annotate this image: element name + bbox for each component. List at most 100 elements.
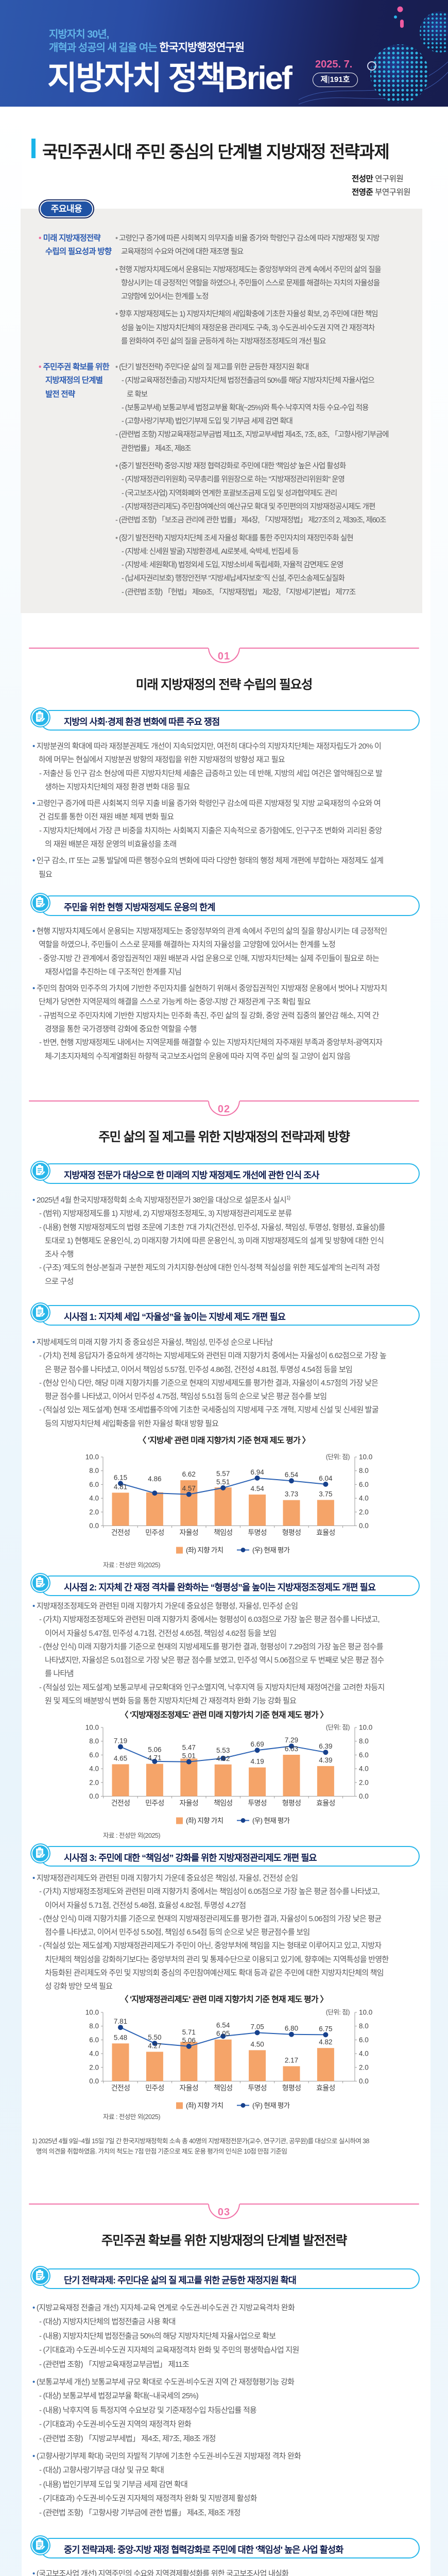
svg-text:4.0: 4.0: [89, 1495, 99, 1502]
svg-text:4.82: 4.82: [319, 2038, 332, 2046]
svg-text:민주성: 민주성: [145, 2084, 164, 2092]
svg-text:5.51: 5.51: [216, 1478, 230, 1486]
svg-text:4.71: 4.71: [148, 1754, 161, 1762]
svg-text:4.39: 4.39: [319, 1756, 332, 1764]
svg-text:6.15: 6.15: [114, 1473, 127, 1481]
svg-text:8.0: 8.0: [359, 2022, 369, 2030]
svg-text:10.0: 10.0: [359, 1453, 372, 1461]
svg-text:8.0: 8.0: [89, 1467, 99, 1475]
svg-text:자율성: 자율성: [180, 2084, 199, 2092]
svg-text:6.0: 6.0: [359, 2036, 369, 2044]
svg-text:8.0: 8.0: [359, 1737, 369, 1745]
svg-text:5.50: 5.50: [148, 2033, 161, 2041]
svg-text:6.54: 6.54: [285, 1471, 299, 1479]
svg-text:4.0: 4.0: [89, 1765, 99, 1773]
svg-text:4.0: 4.0: [89, 2050, 99, 2058]
svg-text:0.0: 0.0: [359, 2077, 369, 2085]
svg-text:민주성: 민주성: [145, 1529, 164, 1537]
svg-text:4.19: 4.19: [250, 1758, 264, 1766]
svg-text:3.73: 3.73: [285, 1490, 298, 1498]
svg-text:5.53: 5.53: [216, 1747, 230, 1754]
svg-text:형평성: 형평성: [282, 2084, 301, 2092]
svg-text:2.0: 2.0: [89, 2063, 99, 2071]
svg-text:4.54: 4.54: [250, 1485, 264, 1493]
svg-text:6.03: 6.03: [285, 1745, 298, 1753]
svg-text:0.0: 0.0: [89, 1522, 99, 1530]
svg-text:10.0: 10.0: [359, 1724, 372, 1732]
svg-text:(우) 현재 평가: (우) 현재 평가: [252, 1547, 290, 1554]
svg-text:건전성: 건전성: [111, 2084, 130, 2092]
svg-text:6.39: 6.39: [319, 1742, 332, 1750]
svg-text:8.0: 8.0: [359, 1467, 369, 1475]
svg-text:(단위: 점): (단위: 점): [326, 1724, 350, 1731]
svg-text:10.0: 10.0: [359, 2009, 372, 2016]
svg-text:7.05: 7.05: [250, 2023, 264, 2030]
svg-text:6.0: 6.0: [89, 2036, 99, 2044]
svg-text:형평성: 형평성: [282, 1799, 301, 1807]
svg-text:5.71: 5.71: [182, 2028, 196, 2036]
svg-text:6.0: 6.0: [89, 1481, 99, 1488]
svg-text:건전성: 건전성: [111, 1529, 130, 1537]
svg-text:6.69: 6.69: [250, 1740, 264, 1748]
svg-text:(좌) 지향 가치: (좌) 지향 가치: [186, 2102, 223, 2110]
svg-text:4.81: 4.81: [114, 1483, 127, 1490]
svg-text:3.75: 3.75: [319, 1490, 332, 1498]
svg-text:효율성: 효율성: [316, 1529, 335, 1537]
svg-text:10.0: 10.0: [85, 1453, 99, 1461]
svg-text:5.06: 5.06: [148, 1746, 161, 1754]
svg-text:6.04: 6.04: [319, 1475, 333, 1482]
svg-text:2.0: 2.0: [89, 1508, 99, 1516]
svg-text:4.65: 4.65: [114, 1754, 127, 1762]
svg-text:6.75: 6.75: [319, 2025, 332, 2032]
svg-text:8.0: 8.0: [89, 1737, 99, 1745]
svg-text:책임성: 책임성: [214, 2084, 233, 2092]
svg-text:0.0: 0.0: [359, 1522, 369, 1530]
svg-text:(단위: 점): (단위: 점): [326, 2009, 350, 2016]
svg-text:투명성: 투명성: [248, 1529, 267, 1537]
svg-text:자율성: 자율성: [180, 1799, 199, 1807]
svg-text:0.0: 0.0: [89, 2077, 99, 2085]
svg-text:(좌) 지향 가치: (좌) 지향 가치: [186, 1817, 223, 1825]
svg-text:10.0: 10.0: [85, 2009, 99, 2016]
svg-text:2.17: 2.17: [285, 2057, 298, 2064]
svg-text:2.0: 2.0: [359, 1508, 369, 1516]
svg-text:2.0: 2.0: [89, 1778, 99, 1786]
svg-text:투명성: 투명성: [248, 2084, 267, 2092]
svg-text:6.80: 6.80: [285, 2025, 298, 2032]
svg-text:6.54: 6.54: [216, 2022, 230, 2029]
svg-text:6.05: 6.05: [216, 2030, 230, 2038]
svg-text:6.62: 6.62: [182, 1470, 196, 1478]
svg-text:6.0: 6.0: [89, 1751, 99, 1759]
svg-text:4.27: 4.27: [148, 2042, 161, 2050]
svg-text:자율성: 자율성: [180, 1529, 199, 1537]
svg-text:5.06: 5.06: [182, 2037, 196, 2044]
svg-text:(좌) 지향 가치: (좌) 지향 가치: [186, 1547, 223, 1554]
svg-text:책임성: 책임성: [214, 1529, 233, 1537]
svg-text:7.81: 7.81: [114, 2018, 127, 2025]
svg-text:4.62: 4.62: [216, 1755, 230, 1762]
svg-text:(우) 현재 평가: (우) 현재 평가: [252, 2102, 290, 2110]
svg-text:5.48: 5.48: [114, 2033, 127, 2041]
svg-text:4.86: 4.86: [148, 1475, 161, 1483]
svg-text:효율성: 효율성: [316, 2084, 335, 2092]
svg-text:6.94: 6.94: [250, 1468, 264, 1476]
svg-text:6.0: 6.0: [359, 1481, 369, 1488]
svg-text:0.0: 0.0: [359, 1792, 369, 1800]
svg-text:0.0: 0.0: [89, 1792, 99, 1800]
svg-text:효율성: 효율성: [316, 1799, 335, 1807]
svg-text:책임성: 책임성: [214, 1799, 233, 1807]
svg-text:투명성: 투명성: [248, 1799, 267, 1807]
svg-text:5.47: 5.47: [182, 1744, 196, 1752]
svg-text:4.0: 4.0: [359, 1765, 369, 1773]
svg-text:6.0: 6.0: [359, 1751, 369, 1759]
svg-text:7.19: 7.19: [114, 1737, 127, 1745]
svg-text:(우) 현재 평가: (우) 현재 평가: [252, 1817, 290, 1825]
svg-text:2.0: 2.0: [359, 1778, 369, 1786]
svg-text:2.0: 2.0: [359, 2063, 369, 2071]
svg-text:민주성: 민주성: [145, 1799, 164, 1807]
svg-text:4.0: 4.0: [359, 2050, 369, 2058]
svg-text:4.0: 4.0: [359, 1495, 369, 1502]
svg-text:10.0: 10.0: [85, 1724, 99, 1732]
svg-text:4.50: 4.50: [250, 2040, 264, 2048]
svg-text:8.0: 8.0: [89, 2022, 99, 2030]
